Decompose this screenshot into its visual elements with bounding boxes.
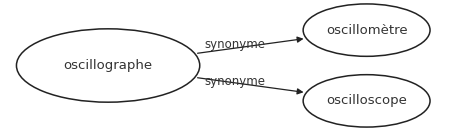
Text: oscillographe: oscillographe — [63, 59, 153, 72]
Text: synonyme: synonyme — [204, 38, 266, 51]
Ellipse shape — [16, 29, 200, 102]
Ellipse shape — [303, 4, 430, 56]
Text: oscilloscope: oscilloscope — [326, 94, 407, 107]
Ellipse shape — [303, 75, 430, 127]
Text: synonyme: synonyme — [204, 75, 266, 88]
Text: oscillomètre: oscillomètre — [326, 24, 407, 37]
